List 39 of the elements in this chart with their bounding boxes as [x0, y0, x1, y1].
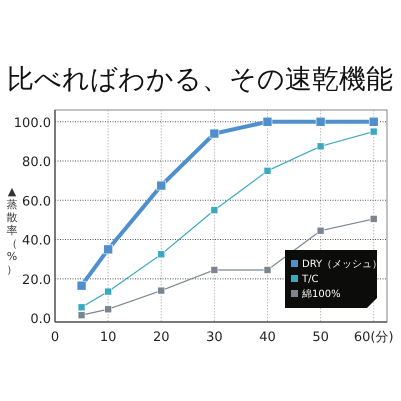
- y-tick-label: 20.0: [22, 272, 51, 288]
- x-tick-label: 20: [152, 330, 170, 345]
- point: [264, 266, 272, 274]
- point: [210, 206, 218, 214]
- y-tick-label: 100.0: [14, 116, 51, 131]
- point: [368, 116, 379, 127]
- x-tick-label: 30: [206, 330, 223, 345]
- point: [370, 215, 378, 223]
- legend-label: DRY（メッシュ）: [302, 259, 382, 270]
- y-tick-label: 80.0: [22, 155, 51, 170]
- point: [157, 250, 166, 258]
- point: [370, 128, 378, 136]
- point: [103, 244, 113, 254]
- point: [210, 128, 220, 138]
- point: [104, 305, 112, 314]
- point: [156, 180, 166, 190]
- point: [157, 286, 166, 294]
- y-tick-label: 60.0: [22, 194, 51, 210]
- point: [316, 142, 324, 150]
- point: [316, 226, 324, 235]
- y-tick-label: 40.0: [22, 234, 51, 249]
- y-tick-label: 0.0: [30, 312, 51, 328]
- chart-title: 比べればわかる、その速乾機能: [7, 64, 393, 95]
- legend-label: 綿100%: [301, 288, 341, 300]
- x-tick-label: 40: [259, 330, 276, 345]
- point: [264, 167, 272, 175]
- x-tick-label: 50: [312, 330, 329, 345]
- point: [316, 116, 326, 127]
- x-tick-label: 10: [100, 330, 116, 345]
- point: [262, 116, 272, 127]
- point: [78, 303, 86, 312]
- y-axis-title: ▲蒸散率（%）: [6, 185, 18, 276]
- x-tick-label: 60(分): [354, 330, 394, 345]
- legend-label: T/C: [301, 274, 318, 285]
- point: [104, 288, 112, 296]
- point: [76, 280, 86, 290]
- x-tick-label: 0: [50, 330, 60, 345]
- point: [210, 266, 218, 274]
- point: [78, 311, 86, 319]
